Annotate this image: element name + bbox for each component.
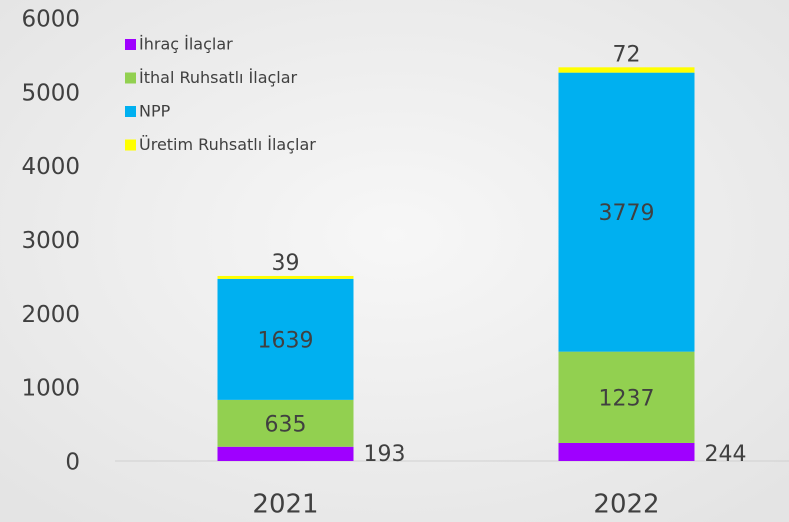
legend-label: Üretim Ruhsatlı İlaçlar: [139, 135, 316, 154]
bar-segment: [217, 446, 354, 461]
x-tick-label: 2021: [252, 490, 318, 520]
y-tick-label: 5000: [21, 80, 80, 106]
data-label: 244: [705, 442, 747, 467]
data-label: 72: [613, 42, 641, 67]
legend-swatch: [125, 139, 136, 151]
bar-segment: [217, 275, 354, 279]
legend-label: İhraç İlaçlar: [139, 35, 233, 54]
bar-segment: [558, 351, 695, 443]
y-tick-label: 6000: [21, 7, 80, 33]
bar-segment: [558, 67, 695, 73]
legend-swatch: [125, 39, 136, 50]
bar-segment: [217, 278, 354, 400]
legend-label: NPP: [139, 102, 171, 121]
bar-segment: [217, 399, 354, 447]
y-tick-label: 0: [65, 450, 80, 476]
data-label: 39: [272, 251, 300, 276]
y-tick-label: 3000: [21, 228, 80, 254]
data-label: 193: [364, 442, 406, 467]
bar-segment: [558, 442, 695, 461]
data-label: 3779: [599, 201, 655, 226]
y-tick-label: 4000: [21, 154, 80, 180]
bar-segment: [558, 72, 695, 352]
y-tick-label: 1000: [21, 376, 80, 402]
legend-label: İthal Ruhsatlı İlaçlar: [139, 68, 298, 87]
data-label: 1639: [258, 328, 314, 353]
y-tick-label: 2000: [21, 302, 80, 328]
data-label: 1237: [599, 386, 655, 411]
x-tick-label: 2022: [593, 490, 659, 520]
legend-swatch: [125, 106, 136, 117]
legend-swatch: [125, 72, 136, 84]
data-label: 635: [265, 412, 307, 437]
